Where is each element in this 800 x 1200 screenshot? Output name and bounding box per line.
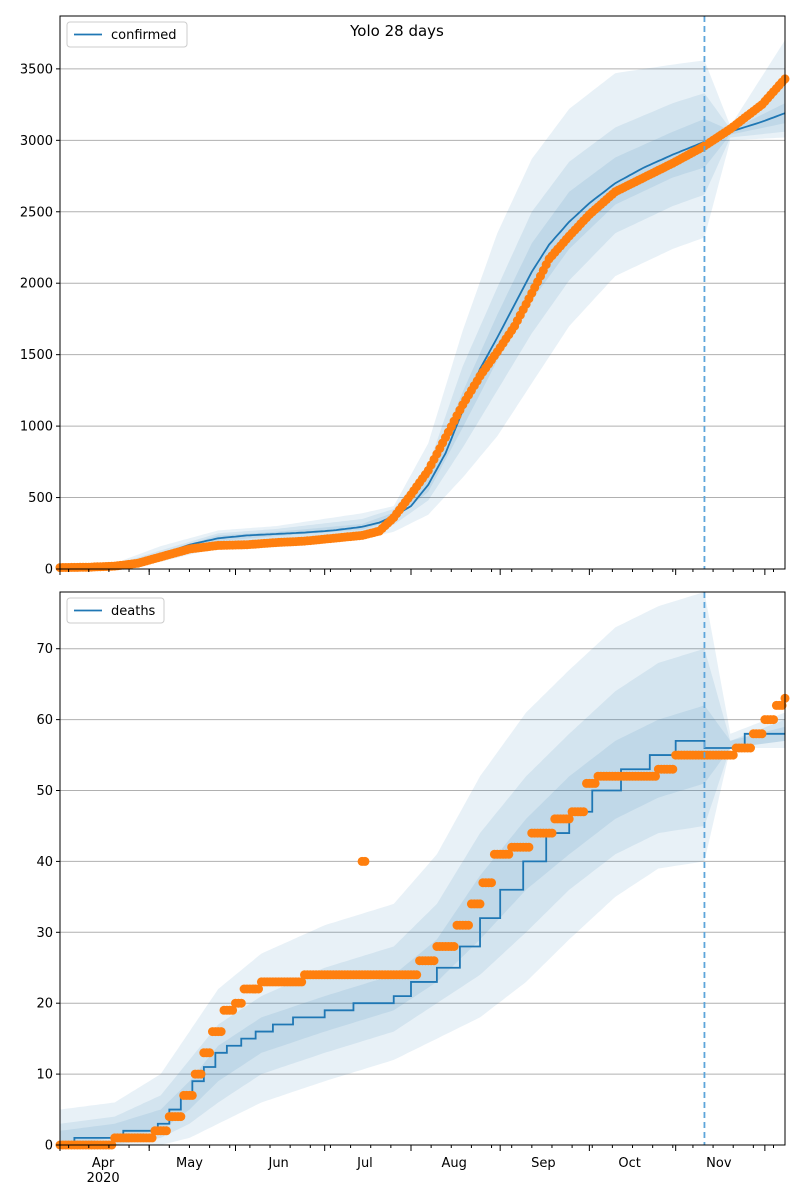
- observed-point: [176, 1112, 186, 1122]
- y-tick-label: 0: [45, 563, 53, 578]
- observed-point: [205, 1048, 215, 1058]
- observed-point: [254, 984, 263, 994]
- legend-frame: [66, 21, 188, 48]
- uncertainty-band-outer: [704, 592, 785, 862]
- y-tick-label: 30: [36, 926, 53, 941]
- observed-point: [475, 899, 485, 909]
- y-tick-label: 500: [28, 491, 53, 506]
- uncertainty-band-inner: [60, 705, 705, 1145]
- observed-point: [746, 743, 755, 753]
- axes-frame: [59, 591, 786, 1146]
- legend-label: deaths: [111, 604, 156, 619]
- y-tick-label: 10: [36, 1068, 53, 1083]
- observed-point: [297, 977, 307, 987]
- uncertainty-band-inner: [704, 103, 785, 168]
- observed-point: [769, 715, 778, 725]
- observed-point: [161, 1126, 171, 1136]
- observed-point: [524, 842, 534, 852]
- observed-point: [487, 878, 496, 888]
- observed-point: [449, 942, 459, 951]
- y-tick-label: 70: [36, 642, 53, 657]
- x-tick-label: Sep: [531, 1156, 556, 1171]
- uncertainty-band-outer: [60, 60, 705, 570]
- observed-point: [777, 700, 787, 710]
- x-tick-label: Nov: [706, 1156, 732, 1171]
- observed-point: [216, 1027, 226, 1037]
- observed-point: [579, 807, 589, 817]
- observed-point: [196, 1069, 206, 1079]
- axes-frame: [59, 15, 786, 570]
- observed-point: [412, 970, 422, 980]
- confirmed-panel: 0 500 1000 1500 2000 2500 3000 3500 confirmed: [20, 15, 790, 578]
- observed-point: [668, 764, 678, 774]
- y-tick-label: 0: [45, 1139, 53, 1154]
- x-tick-label: Oct: [618, 1156, 640, 1171]
- observed-point: [728, 750, 738, 760]
- y-tick-label: 60: [36, 713, 53, 728]
- observed-point: [236, 998, 246, 1008]
- uncertainty-band-outer: [704, 40, 785, 238]
- legend: confirmed: [66, 21, 188, 48]
- observed-point: [757, 729, 767, 739]
- observed-point: [590, 778, 600, 788]
- y-tick-label: 20: [36, 997, 53, 1012]
- uncertainty-band-middle: [60, 648, 705, 1145]
- observed-point: [187, 1090, 197, 1100]
- y-tick-label: 1000: [20, 420, 53, 435]
- x-tick-label: Apr: [92, 1156, 115, 1171]
- y-tick-label: 3500: [20, 62, 53, 77]
- observed-points: [55, 74, 790, 573]
- y-tick-label: 2500: [20, 205, 53, 220]
- observed-point: [651, 771, 660, 781]
- x-tick-label: 2020: [87, 1171, 120, 1186]
- observed-point: [464, 920, 473, 930]
- y-tick-label: 2000: [20, 277, 53, 292]
- uncertainty-band-middle: [60, 93, 705, 569]
- uncertainty-band-middle: [704, 80, 785, 195]
- observed-points: [55, 693, 790, 1150]
- observed-point: [564, 814, 574, 824]
- x-tick-label: Aug: [441, 1156, 466, 1171]
- observed-point: [147, 1133, 157, 1143]
- uncertainty-band-inner: [60, 118, 705, 569]
- y-tick-label: 1500: [20, 348, 53, 363]
- y-tick-label: 50: [36, 784, 53, 799]
- legend-frame: [66, 597, 165, 624]
- uncertainty-band-outer: [60, 592, 705, 1145]
- x-tick-label: Jul: [356, 1156, 373, 1171]
- x-tick-label: May: [176, 1156, 203, 1171]
- observed-point: [429, 956, 439, 966]
- legend: deaths: [66, 597, 165, 624]
- observed-point: [547, 828, 557, 838]
- x-tick-label: Jun: [267, 1156, 288, 1171]
- chart-title: Yolo 28 days: [349, 22, 444, 40]
- y-tick-label: 3000: [20, 134, 53, 149]
- y-tick-label: 40: [36, 855, 53, 870]
- observed-point: [504, 849, 514, 859]
- observed-point: [228, 1005, 238, 1015]
- legend-label: confirmed: [111, 28, 177, 43]
- outlier-point: [360, 856, 370, 866]
